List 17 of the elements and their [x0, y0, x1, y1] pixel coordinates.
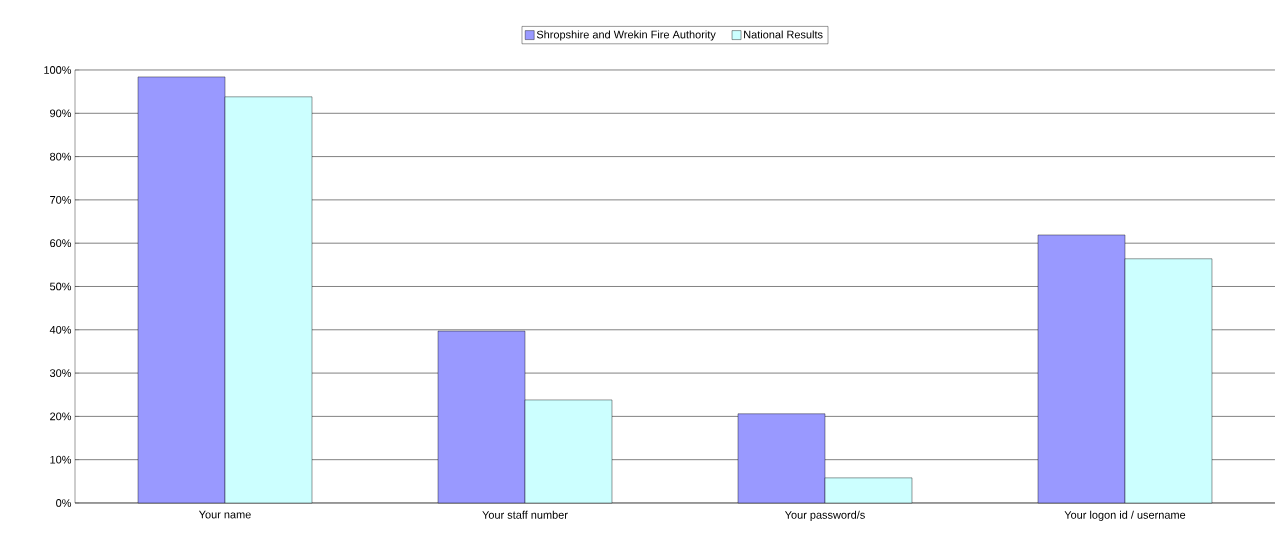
y-tick-label: 10% [50, 455, 72, 464]
y-tick-label: 80% [50, 152, 72, 161]
y-tick-label: 20% [50, 412, 72, 421]
x-tick-label: Your logon id / username [1064, 510, 1186, 521]
y-tick-label: 100% [44, 66, 72, 74]
y-tick-label: 30% [49, 369, 72, 377]
y-tick-label: 50% [50, 282, 72, 291]
x-tick-label: Your name [198, 510, 251, 519]
x-tick-label: Your staff number [482, 510, 568, 519]
y-tick-label: 70% [50, 196, 72, 204]
y-tick-label: 40% [49, 325, 72, 334]
y-tick-label: 60% [50, 239, 72, 248]
y-tick-label: 90% [50, 109, 72, 118]
legend-label: National Results [744, 30, 823, 39]
x-tick-label: Your password/s [784, 510, 865, 521]
y-tick-label: 0% [56, 499, 72, 507]
legend-label: Shropshire and Wrekin Fire Authority [536, 30, 716, 41]
